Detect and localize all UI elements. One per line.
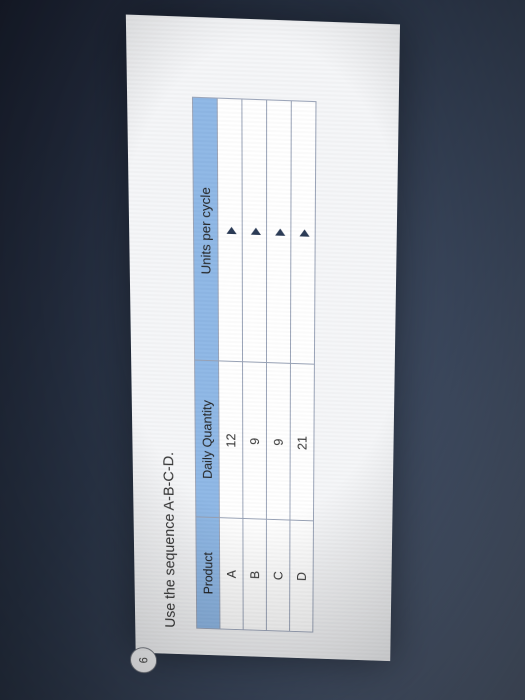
col-header-units-per-cycle: Units per cycle <box>192 97 218 361</box>
col-header-product: Product <box>195 517 219 629</box>
dropdown-icon <box>226 227 236 235</box>
cell-product: A <box>219 518 243 630</box>
table-row: A 12 <box>217 98 243 630</box>
dropdown-icon <box>250 228 260 236</box>
cell-product: B <box>242 518 266 630</box>
rotated-screen: 6 Use the sequence A-B-C-D. Product Dail… <box>125 15 399 662</box>
table-row: D 21 <box>289 100 315 632</box>
table-header-row: Product Daily Quantity Units per cycle <box>192 97 219 629</box>
question-number-badge: 6 <box>129 647 156 674</box>
question-number: 6 <box>136 657 150 664</box>
cell-daily-qty: 9 <box>266 363 290 520</box>
table-row: B 9 <box>241 99 266 631</box>
dropdown-icon <box>299 230 309 238</box>
page-surface: 6 Use the sequence A-B-C-D. Product Dail… <box>125 15 399 662</box>
col-header-daily-quantity: Daily Quantity <box>194 360 219 517</box>
cell-units-per-cycle[interactable] <box>241 99 266 363</box>
table-row: C 9 <box>266 100 291 632</box>
cell-product: C <box>266 519 290 631</box>
cell-daily-qty: 12 <box>218 361 242 518</box>
cell-units-per-cycle[interactable] <box>290 100 316 364</box>
cell-units-per-cycle[interactable] <box>266 100 291 364</box>
sequence-table: Product Daily Quantity Units per cycle A… <box>191 96 316 632</box>
dropdown-icon <box>274 229 284 237</box>
cell-units-per-cycle[interactable] <box>217 98 242 362</box>
prompt-text: Use the sequence A-B-C-D. <box>155 46 179 629</box>
cell-product: D <box>289 520 313 632</box>
cell-daily-qty: 9 <box>242 362 266 519</box>
cell-daily-qty: 21 <box>289 364 313 521</box>
